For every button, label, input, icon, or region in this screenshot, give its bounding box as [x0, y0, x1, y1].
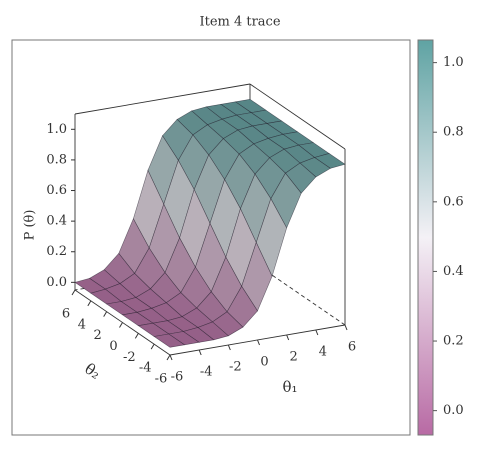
- y-tick-label: -2: [123, 350, 136, 365]
- surface-patch: [153, 333, 186, 348]
- z-tick-label: 0.8: [46, 152, 67, 167]
- colorbar-tick-label: 0.8: [443, 125, 464, 140]
- colorbar-tick-label: 0.2: [443, 334, 464, 349]
- x-tick: [286, 334, 290, 341]
- y-tick: [150, 343, 155, 350]
- y-tick-label: -4: [139, 361, 152, 376]
- y-tick: [87, 300, 92, 307]
- colorbar-tick-label: 0.4: [443, 264, 464, 279]
- z-tick-label: 0.2: [46, 244, 67, 259]
- z-tick-label: 0.4: [46, 214, 67, 229]
- x-tick-label: 2: [290, 350, 298, 365]
- y-axis-label: θ₂: [81, 359, 104, 382]
- x-tick: [227, 344, 231, 351]
- box-edge: [74, 83, 251, 115]
- z-tick-label: 1.0: [46, 122, 67, 137]
- x-tick-label: -2: [229, 360, 242, 375]
- y-tick-label: 4: [78, 317, 86, 332]
- x-tick-label: -6: [171, 370, 184, 385]
- x-tick-label: 0: [260, 355, 268, 370]
- chart-title: Item 4 trace: [199, 15, 280, 30]
- colorbar: [417, 39, 434, 436]
- y-tick-label: -6: [155, 372, 168, 387]
- z-tick-label: 0.6: [46, 183, 67, 198]
- y-tick: [71, 289, 76, 296]
- y-tick: [103, 311, 108, 317]
- z-tick-label: 0.0: [46, 275, 67, 290]
- y-tick: [134, 333, 139, 339]
- x-tick: [257, 339, 260, 346]
- y-tick-label: 6: [62, 307, 70, 322]
- colorbar-tick-label: 0.6: [443, 194, 464, 209]
- x-tick-label: 4: [319, 345, 327, 360]
- colorbar-tick-label: 1.0: [443, 55, 464, 70]
- x-tick: [169, 354, 173, 361]
- box-edge: [249, 259, 346, 326]
- plot-frame: [11, 39, 411, 436]
- y-tick-label: 0: [109, 339, 117, 354]
- x-tick-label: 6: [348, 340, 356, 355]
- z-axis-label: P (θ): [23, 210, 38, 241]
- x-tick: [344, 324, 348, 331]
- colorbar-tick-label: 0.0: [443, 403, 464, 418]
- x-tick: [315, 329, 319, 336]
- x-axis-label: θ₁: [282, 378, 297, 396]
- y-tick: [119, 322, 123, 328]
- x-tick: [198, 349, 202, 356]
- y-tick-label: 2: [94, 328, 102, 343]
- y-tick: [166, 354, 171, 361]
- box-edge: [249, 83, 346, 150]
- x-tick-label: -4: [200, 365, 213, 380]
